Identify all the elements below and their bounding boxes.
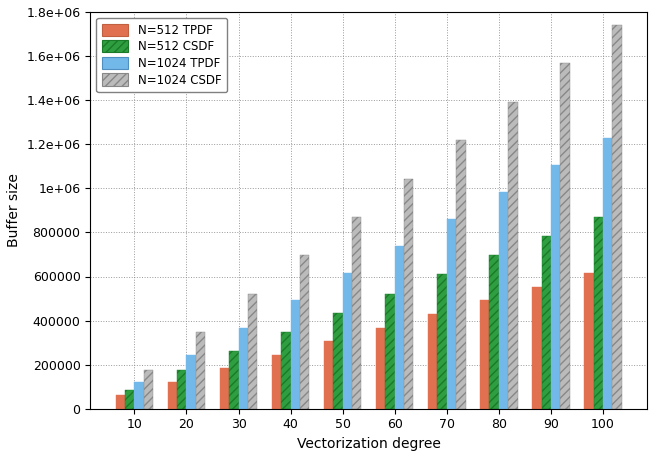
Bar: [352, 217, 362, 409]
Bar: [290, 300, 300, 409]
Bar: [584, 273, 594, 409]
Bar: [116, 395, 125, 409]
Bar: [612, 25, 622, 409]
Y-axis label: Buffer size: Buffer size: [7, 174, 21, 247]
Bar: [376, 327, 385, 409]
Legend: N=512 TPDF, N=512 CSDF, N=1024 TPDF, N=1024 CSDF: N=512 TPDF, N=512 CSDF, N=1024 TPDF, N=1…: [96, 18, 227, 93]
Bar: [186, 354, 196, 409]
Bar: [532, 287, 542, 409]
Bar: [395, 246, 404, 409]
Bar: [603, 138, 612, 409]
Bar: [343, 273, 352, 409]
Bar: [324, 341, 334, 409]
Bar: [499, 192, 508, 409]
Bar: [542, 236, 551, 409]
Bar: [229, 351, 239, 409]
Bar: [281, 332, 290, 409]
Bar: [239, 327, 248, 409]
Bar: [248, 294, 257, 409]
Bar: [196, 332, 205, 409]
Bar: [272, 354, 281, 409]
Bar: [300, 255, 309, 409]
Bar: [438, 274, 447, 409]
Bar: [551, 165, 560, 409]
Bar: [489, 255, 499, 409]
Bar: [456, 140, 466, 409]
Bar: [177, 371, 186, 409]
Bar: [134, 382, 144, 409]
X-axis label: Vectorization degree: Vectorization degree: [297, 437, 441, 451]
Bar: [560, 63, 570, 409]
Bar: [480, 300, 489, 409]
Bar: [447, 219, 456, 409]
Bar: [428, 314, 438, 409]
Bar: [220, 368, 229, 409]
Bar: [125, 390, 134, 409]
Bar: [334, 313, 343, 409]
Bar: [508, 102, 517, 409]
Bar: [404, 179, 413, 409]
Bar: [385, 294, 395, 409]
Bar: [144, 371, 153, 409]
Bar: [167, 382, 177, 409]
Bar: [594, 217, 603, 409]
